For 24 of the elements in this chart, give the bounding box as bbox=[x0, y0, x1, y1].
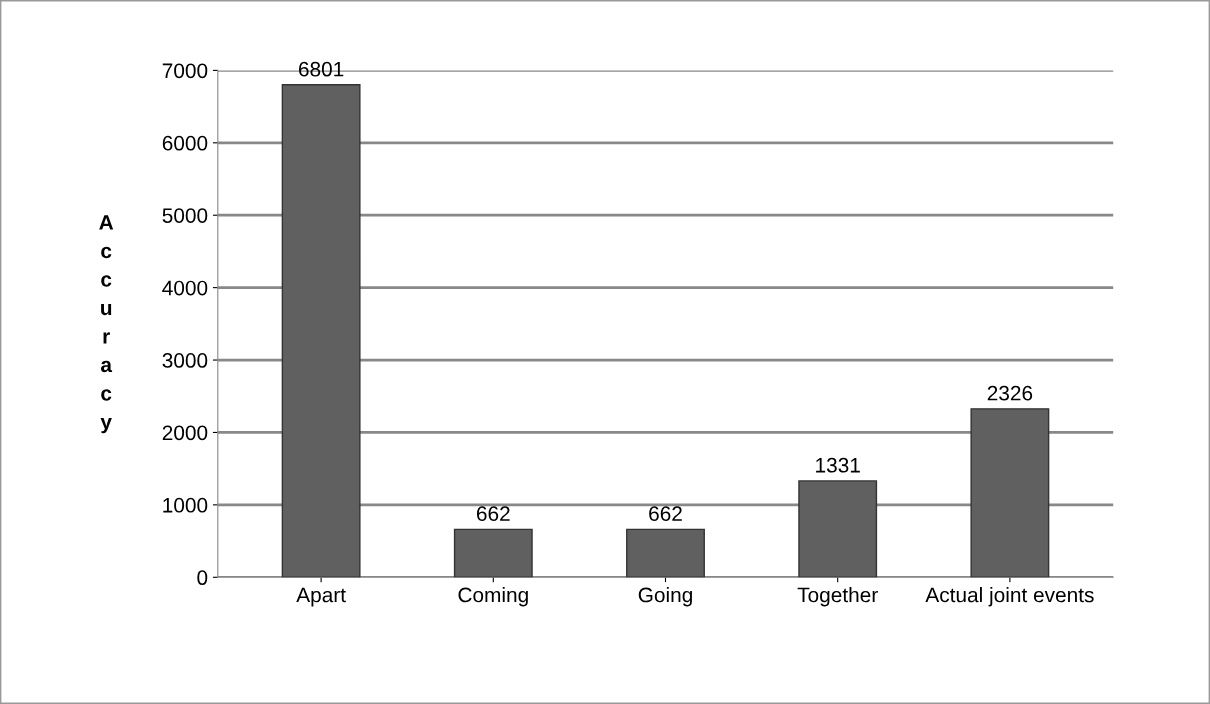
y-tick-label: 6000 bbox=[162, 135, 208, 151]
bar bbox=[798, 480, 878, 578]
x-tick-label: Coming bbox=[458, 587, 528, 607]
y-tick-label: 5000 bbox=[162, 208, 208, 223]
y-tick-label: 4000 bbox=[162, 280, 208, 296]
data-label: 2326 bbox=[987, 385, 1033, 401]
data-label: 6801 bbox=[299, 61, 344, 77]
bar bbox=[453, 528, 533, 578]
x-tick-label: Apart bbox=[296, 587, 346, 607]
y-tick-label: 3000 bbox=[162, 353, 208, 368]
x-tick-label: Actual joint events bbox=[925, 587, 1094, 607]
data-label: 1331 bbox=[816, 457, 860, 473]
bar bbox=[626, 528, 705, 578]
bar bbox=[281, 84, 361, 578]
x-tick-label: Together bbox=[797, 587, 878, 607]
y-tick-label: 0 bbox=[197, 570, 208, 586]
y-tick-label: 1000 bbox=[163, 497, 208, 513]
x-tick-label: Going bbox=[638, 587, 692, 607]
data-label: 662 bbox=[476, 506, 510, 522]
y-tick-label: 2000 bbox=[162, 425, 208, 441]
bar bbox=[970, 408, 1050, 578]
y-axis-title: Accuracy bbox=[99, 215, 114, 434]
data-label: 662 bbox=[649, 506, 682, 522]
y-tick-label: 7000 bbox=[162, 63, 208, 79]
